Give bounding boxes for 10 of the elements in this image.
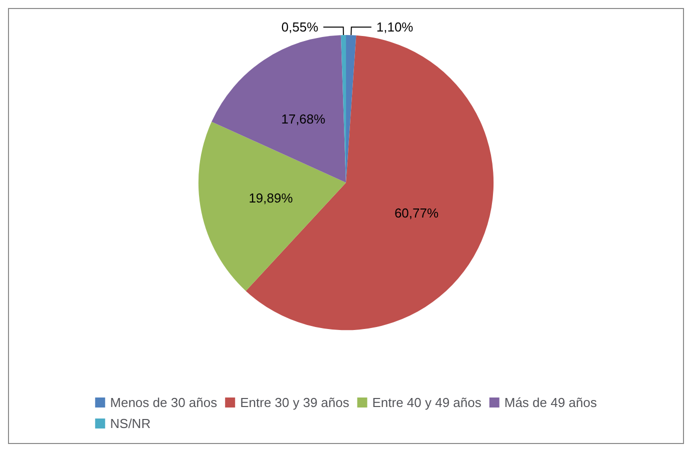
data-label: 19,89% xyxy=(248,190,294,206)
legend-label: Entre 40 y 49 años xyxy=(372,395,482,410)
legend-label: Menos de 30 años xyxy=(110,395,218,410)
data-label: 17,68% xyxy=(281,111,326,126)
legend-label: Más de 49 años xyxy=(504,395,598,410)
data-label: 1,10% xyxy=(376,20,414,35)
data-label: 0,55% xyxy=(281,20,319,35)
legend-label: Entre 30 y 39 años xyxy=(240,395,350,410)
data-label: 60,77% xyxy=(394,206,439,221)
legend-label: NS/NR xyxy=(110,416,151,431)
